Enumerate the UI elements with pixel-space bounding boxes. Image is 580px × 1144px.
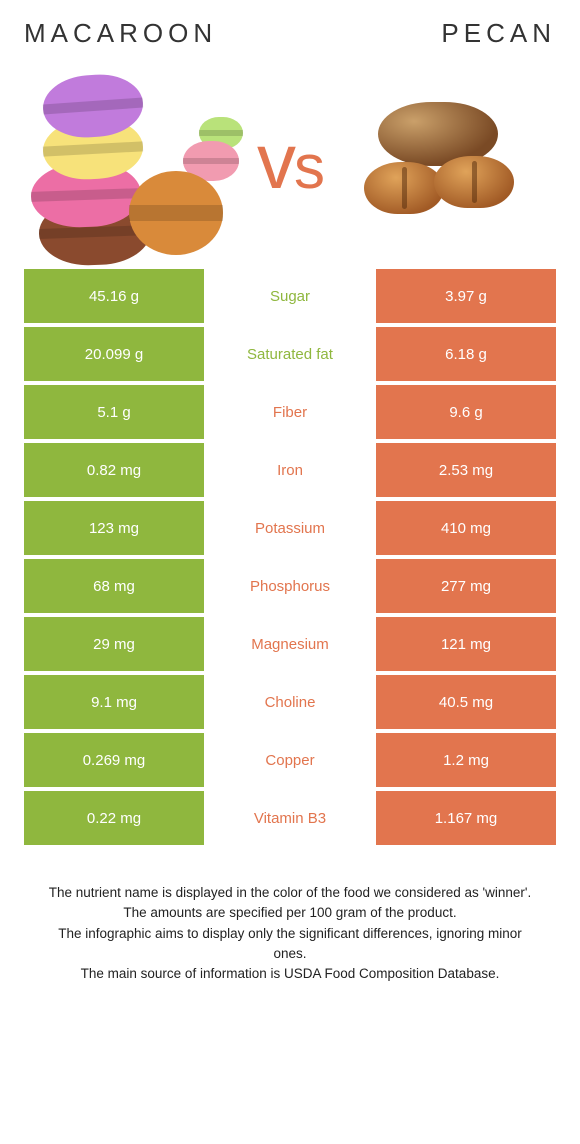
left-value: 20.099 g bbox=[24, 327, 204, 381]
nutrient-label: Choline bbox=[204, 675, 376, 729]
footer-line: The amounts are specified per 100 gram o… bbox=[44, 903, 536, 923]
right-value: 121 mg bbox=[376, 617, 556, 671]
left-value: 0.82 mg bbox=[24, 443, 204, 497]
pecans-icon bbox=[358, 96, 528, 226]
footer-line: The main source of information is USDA F… bbox=[44, 964, 536, 984]
right-value: 410 mg bbox=[376, 501, 556, 555]
table-row: 5.1 gFiber9.6 g bbox=[24, 385, 556, 439]
nutrient-label: Phosphorus bbox=[204, 559, 376, 613]
nutrient-label: Iron bbox=[204, 443, 376, 497]
table-row: 0.82 mgIron2.53 mg bbox=[24, 443, 556, 497]
footer-line: The infographic aims to display only the… bbox=[44, 924, 536, 965]
table-row: 29 mgMagnesium121 mg bbox=[24, 617, 556, 671]
right-food-image bbox=[329, 96, 556, 226]
nutrient-label: Vitamin B3 bbox=[204, 791, 376, 845]
table-row: 68 mgPhosphorus277 mg bbox=[24, 559, 556, 613]
title-right: Pecan bbox=[441, 18, 556, 49]
nutrient-label: Copper bbox=[204, 733, 376, 787]
left-value: 123 mg bbox=[24, 501, 204, 555]
footer-notes: The nutrient name is displayed in the co… bbox=[24, 849, 556, 984]
title-row: Macaroon Pecan bbox=[24, 18, 556, 49]
table-row: 20.099 gSaturated fat6.18 g bbox=[24, 327, 556, 381]
right-value: 9.6 g bbox=[376, 385, 556, 439]
table-row: 9.1 mgCholine40.5 mg bbox=[24, 675, 556, 729]
left-value: 68 mg bbox=[24, 559, 204, 613]
right-value: 277 mg bbox=[376, 559, 556, 613]
left-value: 5.1 g bbox=[24, 385, 204, 439]
right-value: 1.167 mg bbox=[376, 791, 556, 845]
nutrient-table: 45.16 gSugar3.97 g20.099 gSaturated fat6… bbox=[24, 269, 556, 845]
left-value: 29 mg bbox=[24, 617, 204, 671]
right-value: 3.97 g bbox=[376, 269, 556, 323]
nutrient-label: Magnesium bbox=[204, 617, 376, 671]
left-value: 0.269 mg bbox=[24, 733, 204, 787]
right-value: 1.2 mg bbox=[376, 733, 556, 787]
table-row: 123 mgPotassium410 mg bbox=[24, 501, 556, 555]
nutrient-label: Fiber bbox=[204, 385, 376, 439]
nutrient-label: Potassium bbox=[204, 501, 376, 555]
left-food-image bbox=[24, 71, 251, 251]
left-value: 9.1 mg bbox=[24, 675, 204, 729]
table-row: 0.22 mgVitamin B31.167 mg bbox=[24, 791, 556, 845]
hero: vs bbox=[24, 61, 556, 261]
table-row: 45.16 gSugar3.97 g bbox=[24, 269, 556, 323]
right-value: 40.5 mg bbox=[376, 675, 556, 729]
left-value: 0.22 mg bbox=[24, 791, 204, 845]
nutrient-label: Saturated fat bbox=[204, 327, 376, 381]
table-row: 0.269 mgCopper1.2 mg bbox=[24, 733, 556, 787]
right-value: 2.53 mg bbox=[376, 443, 556, 497]
left-value: 45.16 g bbox=[24, 269, 204, 323]
nutrient-label: Sugar bbox=[204, 269, 376, 323]
vs-label: vs bbox=[251, 122, 329, 200]
title-left: Macaroon bbox=[24, 18, 217, 49]
right-value: 6.18 g bbox=[376, 327, 556, 381]
macaroons-icon bbox=[33, 71, 243, 251]
footer-line: The nutrient name is displayed in the co… bbox=[44, 883, 536, 903]
